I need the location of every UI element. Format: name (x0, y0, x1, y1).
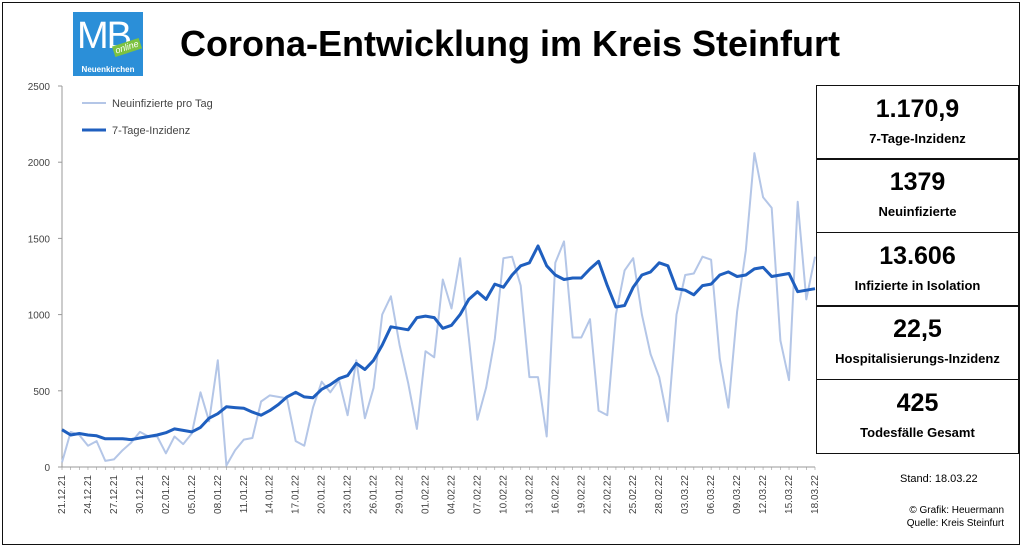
logo-town: Neuenkirchen (81, 65, 135, 74)
stat-value: 22,5 (893, 315, 942, 343)
x-tick-label: 01.02.22 (421, 475, 432, 514)
x-tick-label: 20.01.22 (317, 475, 328, 514)
stat-label: Neuinfizierte (878, 204, 957, 219)
stat-value: 1.170,9 (875, 94, 960, 123)
x-tick-label: 29.01.22 (395, 475, 406, 514)
x-tick-label: 19.02.22 (576, 475, 587, 514)
x-tick-label: 14.01.22 (265, 475, 276, 514)
y-tick-label: 1500 (28, 234, 51, 245)
stat-value: 13.606 (879, 241, 956, 270)
y-tick-label: 2500 (28, 82, 51, 93)
legend-label: Neuinfizierte pro Tag (112, 98, 213, 110)
legend-label: 7-Tage-Inzidenz (112, 125, 190, 137)
stand-date: Stand: 18.03.22 (900, 473, 978, 485)
stats-panel: 1.170,9 7-Tage-Inzidenz 1379 Neuinfizier… (816, 84, 1019, 454)
y-tick-label: 1000 (28, 311, 51, 322)
x-tick-label: 03.03.22 (680, 475, 691, 514)
stat-incidence: 1.170,9 7-Tage-Inzidenz (816, 84, 1019, 160)
x-tick-label: 10.02.22 (498, 475, 509, 514)
x-tick-label: 05.01.22 (187, 475, 198, 514)
stat-value: 425 (896, 388, 939, 417)
x-tick-label: 26.01.22 (369, 475, 380, 514)
stat-label: 7-Tage-Inzidenz (869, 130, 966, 146)
stat-label: Infizierte in Isolation (854, 277, 981, 293)
x-tick-label: 15.03.22 (784, 475, 795, 514)
stat-new-infections: 1379 Neuinfizierte (816, 158, 1019, 233)
x-tick-label: 28.02.22 (654, 475, 665, 514)
x-tick-label: 30.12.21 (135, 475, 146, 514)
series-line-incidence (61, 244, 816, 442)
x-tick-label: 04.02.22 (446, 475, 457, 514)
x-tick-label: 18.03.22 (810, 475, 821, 514)
y-tick-label: 2000 (28, 158, 51, 169)
x-tick-label: 02.01.22 (161, 475, 172, 514)
x-tick-label: 24.12.21 (83, 475, 94, 514)
x-tick-label: 25.02.22 (628, 475, 639, 514)
x-tick-label: 07.02.22 (472, 475, 483, 514)
x-tick-label: 11.01.22 (239, 475, 250, 514)
stat-label: Todesfälle Gesamt (860, 424, 975, 440)
x-tick-label: 08.01.22 (213, 475, 224, 514)
x-tick-label: 22.02.22 (602, 475, 613, 514)
x-tick-label: 09.03.22 (732, 475, 743, 514)
stat-value: 1379 (889, 168, 946, 196)
stat-hospitalization: 22,5 Hospitalisierungs-Inzidenz (816, 305, 1019, 380)
x-tick-label: 06.03.22 (706, 475, 717, 514)
credit-graphic: © Grafik: Heuermann (909, 505, 1004, 516)
x-tick-label: 16.02.22 (550, 475, 561, 514)
chart-title: Corona-Entwicklung im Kreis Steinfurt (179, 23, 841, 64)
stat-deaths: 425 Todesfälle Gesamt (816, 378, 1019, 454)
x-tick-label: 17.01.22 (291, 475, 302, 514)
mb-logo: MB online Neuenkirchen (73, 12, 143, 76)
x-tick-label: 21.12.21 (57, 475, 68, 514)
stat-label: Hospitalisierungs-Inzidenz (835, 351, 1000, 366)
x-tick-label: 13.02.22 (524, 475, 535, 514)
x-tick-label: 23.01.22 (343, 475, 354, 514)
credit-source: Quelle: Kreis Steinfurt (906, 518, 1004, 529)
stat-isolation: 13.606 Infizierte in Isolation (816, 231, 1019, 307)
x-tick-label: 27.12.21 (109, 475, 120, 514)
y-tick-label: 0 (44, 463, 50, 474)
y-tick-label: 500 (33, 387, 50, 398)
x-tick-label: 12.03.22 (758, 475, 769, 514)
series-line-daily (61, 152, 816, 467)
